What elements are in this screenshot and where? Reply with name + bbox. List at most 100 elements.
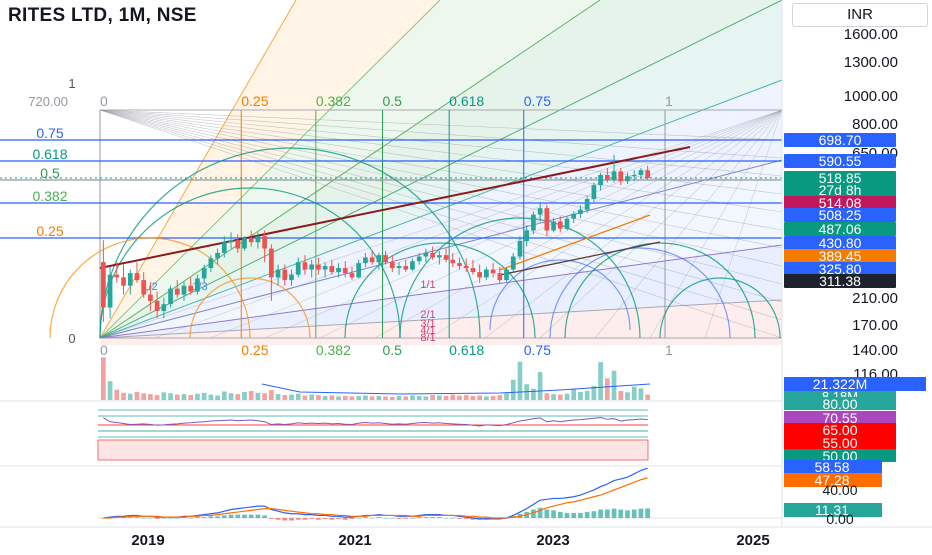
gann-arc (99, 147, 481, 339)
macd-histogram-bar (134, 517, 140, 518)
volume-bar (201, 392, 207, 400)
rsi-level-tag (784, 449, 896, 462)
gann-grid-line (154, 109, 783, 339)
macd-histogram-bar (396, 518, 402, 519)
candle-body (497, 273, 503, 281)
candle-body (504, 269, 509, 281)
macd-histogram-bar (618, 509, 624, 518)
gann-grid-line (319, 109, 783, 339)
macd-histogram-bar (591, 511, 597, 518)
candle-body (181, 285, 187, 295)
volume-bar (208, 394, 214, 400)
volume-bar (262, 393, 267, 400)
macd-histogram-bar (430, 517, 435, 518)
candle-body (578, 209, 583, 214)
volume-bar (363, 395, 368, 400)
candle-body (403, 266, 409, 270)
volume-bar (121, 392, 126, 400)
macd-histogram-bar (275, 518, 281, 520)
volume-bar (329, 395, 335, 400)
price-tag-label: 698.70 (819, 132, 862, 148)
candle-body (584, 199, 590, 210)
macd-histogram-bar (295, 518, 301, 520)
price-tag-label: 311.38 (819, 273, 861, 289)
macd-histogram-bar (564, 512, 570, 518)
volume-bar (430, 395, 435, 400)
volume-bar (174, 394, 180, 400)
currency-selector[interactable]: INR (792, 3, 928, 27)
candle-body (134, 273, 140, 281)
macd-tag (784, 503, 882, 517)
gann-level-bottom-label: 0.25 (241, 342, 268, 358)
price-tag-label: 389.45 (819, 248, 862, 264)
macd-histogram-bar (282, 518, 288, 521)
gann-level-top-label: 0.382 (316, 93, 351, 109)
gann-level-left-label: 0.618 (32, 146, 67, 162)
macd-histogram-bar (262, 515, 267, 518)
macd-histogram-bar (436, 517, 442, 518)
volume-bar (638, 388, 644, 400)
macd-histogram-bar (268, 518, 274, 519)
candle-body (517, 241, 523, 257)
x-tick-label: 2021 (338, 532, 371, 549)
candle-body (342, 268, 348, 274)
macd-histogram-bar (215, 516, 220, 518)
macd-histogram-bar (322, 518, 328, 519)
fan-ray (99, 0, 441, 339)
rsi-level-tag-label: 65.00 (822, 422, 857, 438)
macd-histogram-bar (235, 514, 241, 518)
volume-bar (611, 370, 617, 400)
trend-line (99, 146, 691, 269)
macd-histogram-bar (631, 509, 637, 518)
volume-bar (463, 395, 469, 400)
candle-body (551, 221, 556, 231)
rsi-level-tag-label: 70.55 (822, 410, 857, 426)
volume-bar (544, 393, 550, 400)
macd-histogram-bar (611, 508, 617, 518)
gann-level-bottom-label: 0.382 (316, 342, 351, 358)
gann-grid-line (594, 109, 783, 339)
candle-body (208, 258, 214, 269)
macd-histogram-bar (578, 512, 583, 518)
y-tick-label: 1000.00 (844, 88, 898, 105)
gann-grid-line (374, 109, 783, 339)
candle-body (423, 252, 429, 257)
price-tag-label: 325.80 (819, 261, 862, 277)
volume-bar (457, 395, 462, 400)
macd-histogram-bar (168, 518, 173, 519)
volume-bar (450, 394, 456, 400)
candle-body (282, 269, 288, 281)
candle-body (631, 175, 637, 177)
candle-body (174, 288, 180, 295)
candle-body (221, 242, 227, 253)
candle-body (289, 274, 294, 281)
volume-bar (504, 393, 509, 400)
candle-body (410, 261, 415, 270)
candle-body (255, 236, 261, 243)
candle-body (531, 214, 536, 231)
volume-bar (309, 394, 315, 400)
volume-bar (141, 393, 147, 400)
macd-histogram-bar (571, 512, 577, 518)
gann-arc (399, 217, 641, 339)
volume-tag-label: 21.322M (813, 376, 867, 392)
macd-histogram-bar (410, 518, 415, 519)
candle-body (356, 263, 362, 278)
macd-histogram-bar (645, 508, 650, 518)
macd-axis-label: 40.00 (822, 482, 857, 498)
candle-body (645, 170, 650, 178)
candle-body (524, 230, 530, 242)
y-tick-label: 1300.00 (844, 54, 898, 71)
macd-signal-line (103, 477, 648, 519)
price-tag (784, 274, 896, 288)
volume-bar (436, 395, 442, 400)
price-tag (784, 154, 896, 168)
volume-ma-line (261, 383, 651, 395)
volume-bar (376, 395, 382, 400)
volume-bar (107, 381, 113, 400)
gann-grid-line (704, 109, 783, 339)
volume-bar (423, 396, 429, 400)
candle-body (510, 256, 516, 270)
volume-bar (537, 372, 543, 400)
